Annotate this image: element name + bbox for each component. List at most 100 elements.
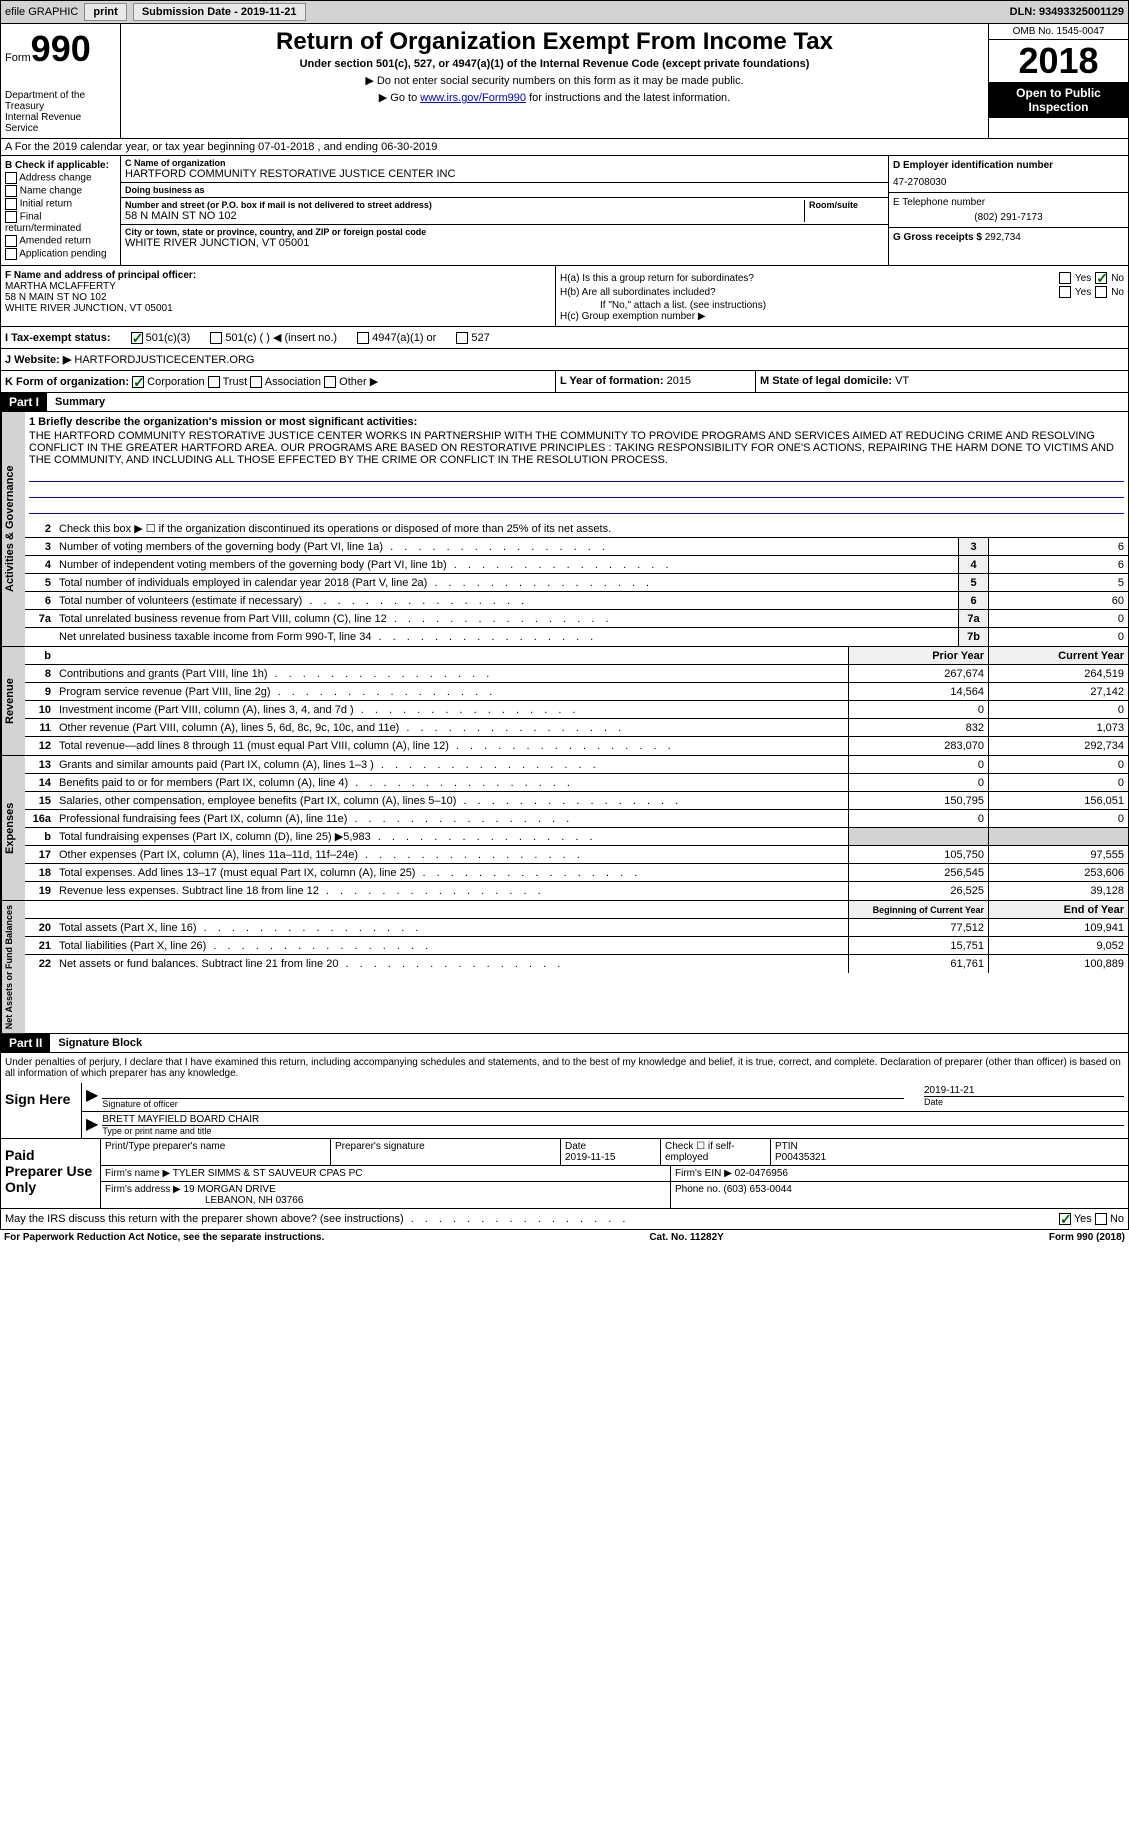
website-label: J Website: ▶ [5,354,71,366]
check-name-change[interactable] [5,185,17,197]
side-expenses: Expenses [1,756,25,900]
table-row: 5Total number of individuals employed in… [25,574,1128,592]
firm-ein: 02-0476956 [735,1168,788,1179]
table-row: 9Program service revenue (Part VIII, lin… [25,683,1128,701]
discuss-no[interactable] [1095,1213,1107,1225]
part1-title: Summary [47,394,113,410]
check-final-return[interactable] [5,211,17,223]
check-501c3[interactable] [131,332,143,344]
hc-label: H(c) Group exemption number ▶ [560,311,1124,322]
print-button[interactable]: print [84,3,126,21]
check-address-change[interactable] [5,172,17,184]
discuss-text: May the IRS discuss this return with the… [5,1213,629,1225]
check-assoc[interactable] [250,376,262,388]
phone-value: (802) 291-7173 [893,212,1124,223]
phone-label: E Telephone number [893,197,1124,208]
begin-year-header: Beginning of Current Year [848,901,988,918]
table-row: 10Investment income (Part VIII, column (… [25,701,1128,719]
table-row: 13Grants and similar amounts paid (Part … [25,756,1128,774]
sig-date: 2019-11-21 [924,1085,1124,1097]
gross-value: 292,734 [985,232,1021,243]
current-year-header: Current Year [988,647,1128,664]
gross-label: G Gross receipts $ [893,232,982,243]
firm-phone: (603) 653-0044 [723,1184,791,1195]
hb-note: If "No," attach a list. (see instruction… [600,300,1124,311]
part2-title: Signature Block [50,1035,150,1051]
status-label: I Tax-exempt status: [5,332,111,344]
firm-name-label: Firm's name ▶ [105,1168,170,1179]
table-row: 20Total assets (Part X, line 16)77,51210… [25,919,1128,937]
form-title: Return of Organization Exempt From Incom… [129,28,980,56]
street-address: 58 N MAIN ST NO 102 [125,210,804,222]
city-state-zip: WHITE RIVER JUNCTION, VT 05001 [125,237,884,249]
principal-addr2: WHITE RIVER JUNCTION, VT 05001 [5,303,551,314]
check-trust[interactable] [208,376,220,388]
perjury-text: Under penalties of perjury, I declare th… [1,1053,1128,1083]
dln-label: DLN: 93493325001129 [1010,6,1124,18]
discuss-yes[interactable] [1059,1213,1071,1225]
ha-no[interactable] [1095,272,1107,284]
l-year-label: L Year of formation: [560,375,664,387]
table-row: 15Salaries, other compensation, employee… [25,792,1128,810]
part2-header: Part II [1,1034,50,1052]
dba-label: Doing business as [125,185,884,195]
check-other[interactable] [324,376,336,388]
form-subtitle: Under section 501(c), 527, or 4947(a)(1)… [129,58,980,70]
ein-label: D Employer identification number [893,160,1124,171]
hb-yes[interactable] [1059,286,1071,298]
form-number: 990 [31,28,91,69]
firm-phone-label: Phone no. [675,1184,721,1195]
hb-no[interactable] [1095,286,1107,298]
table-row: 12Total revenue—add lines 8 through 11 (… [25,737,1128,755]
note-ssn: ▶ Do not enter social security numbers o… [129,74,980,87]
submission-date: Submission Date - 2019-11-21 [133,3,306,21]
open-public-badge: Open to Public Inspection [989,82,1128,118]
paperwork-notice: For Paperwork Reduction Act Notice, see … [4,1232,324,1243]
prep-name-label: Print/Type preparer's name [105,1141,326,1152]
city-label: City or town, state or province, country… [125,227,884,237]
table-row: 16aProfessional fundraising fees (Part I… [25,810,1128,828]
addr-label: Number and street (or P.O. box if mail i… [125,200,804,210]
side-balances: Net Assets or Fund Balances [1,901,25,1033]
mission-label: 1 Briefly describe the organization's mi… [29,416,1124,428]
side-revenue: Revenue [1,647,25,755]
m-state-value: VT [895,375,909,387]
table-row: 22Net assets or fund balances. Subtract … [25,955,1128,973]
check-amended-return[interactable] [5,235,17,247]
form-footer: Form 990 (2018) [1049,1232,1125,1243]
sig-date-label: Date [924,1097,1124,1107]
irs-link[interactable]: www.irs.gov/Form990 [420,92,526,104]
org-name: HARTFORD COMMUNITY RESTORATIVE JUSTICE C… [125,168,884,180]
omb-number: OMB No. 1545-0047 [989,24,1128,40]
form-label: Form [5,52,31,64]
check-app-pending[interactable] [5,248,17,260]
check-corp[interactable] [132,376,144,388]
prior-year-header: Prior Year [848,647,988,664]
check-501c[interactable] [210,332,222,344]
room-label: Room/suite [809,200,884,210]
end-year-header: End of Year [988,901,1128,918]
ha-yes[interactable] [1059,272,1071,284]
ptin-value: P00435321 [775,1152,826,1163]
check-527[interactable] [456,332,468,344]
ptin-label: PTIN [775,1141,798,1152]
table-row: 8Contributions and grants (Part VIII, li… [25,665,1128,683]
col-b-title: B Check if applicable: [5,160,116,171]
ein-value: 47-2708030 [893,177,1124,188]
note-goto-suffix: for instructions and the latest informat… [526,92,730,104]
table-row: 18Total expenses. Add lines 13–17 (must … [25,864,1128,882]
tax-year: 2018 [989,40,1128,82]
check-4947[interactable] [357,332,369,344]
table-row: 3Number of voting members of the governi… [25,538,1128,556]
table-row: 19Revenue less expenses. Subtract line 1… [25,882,1128,900]
section-a-period: A For the 2019 calendar year, or tax yea… [0,139,1129,156]
hb-label: H(b) Are all subordinates included? [560,287,1055,298]
table-row: 14Benefits paid to or for members (Part … [25,774,1128,792]
sig-officer-label: Signature of officer [102,1099,904,1109]
check-initial-return[interactable] [5,198,17,210]
table-row: 4Number of independent voting members of… [25,556,1128,574]
ha-label: H(a) Is this a group return for subordin… [560,273,1055,284]
table-row: bTotal fundraising expenses (Part IX, co… [25,828,1128,846]
officer-name: BRETT MAYFIELD BOARD CHAIR [102,1114,1124,1126]
mission-text: THE HARTFORD COMMUNITY RESTORATIVE JUSTI… [29,430,1124,466]
